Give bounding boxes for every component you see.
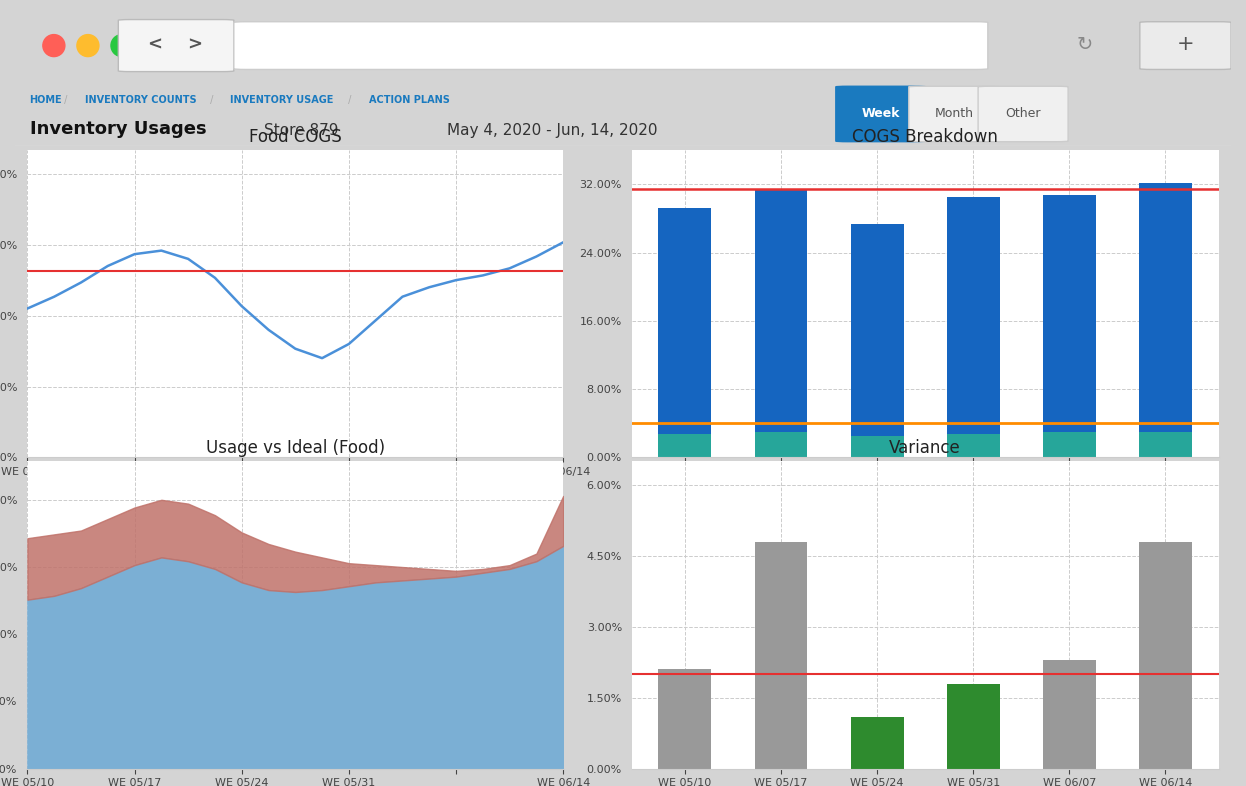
Text: <: < xyxy=(147,35,162,53)
Text: ACTION PLANS: ACTION PLANS xyxy=(369,94,450,105)
Text: INVENTORY COUNTS: INVENTORY COUNTS xyxy=(85,94,197,105)
Text: Inventory Usages: Inventory Usages xyxy=(30,120,206,138)
Text: HOME: HOME xyxy=(30,94,62,105)
Bar xyxy=(658,434,711,457)
Bar xyxy=(755,432,807,457)
Bar xyxy=(851,224,903,436)
Title: Variance: Variance xyxy=(890,439,961,457)
Bar xyxy=(851,717,903,769)
Text: May 4, 2020 - Jun, 14, 2020: May 4, 2020 - Jun, 14, 2020 xyxy=(446,123,657,138)
Ellipse shape xyxy=(77,35,98,57)
Text: /: / xyxy=(345,94,354,105)
Bar xyxy=(1043,660,1095,769)
Text: Month: Month xyxy=(934,108,973,120)
Title: Usage vs Ideal (Food): Usage vs Ideal (Food) xyxy=(206,439,385,457)
Bar xyxy=(658,670,711,769)
Text: INVENTORY USAGE: INVENTORY USAGE xyxy=(231,94,334,105)
Text: Other: Other xyxy=(1006,108,1040,120)
Bar xyxy=(947,197,999,434)
Ellipse shape xyxy=(42,35,65,57)
Title: COGS Breakdown: COGS Breakdown xyxy=(852,128,998,145)
FancyBboxPatch shape xyxy=(1140,22,1231,69)
Bar xyxy=(947,684,999,769)
Bar xyxy=(947,434,999,457)
Text: Week: Week xyxy=(861,108,900,120)
Bar xyxy=(1139,183,1192,432)
Bar xyxy=(1043,196,1095,432)
Text: /: / xyxy=(207,94,216,105)
Bar xyxy=(658,208,711,434)
Bar xyxy=(851,436,903,457)
FancyBboxPatch shape xyxy=(908,86,999,141)
FancyBboxPatch shape xyxy=(836,86,926,141)
Bar xyxy=(755,190,807,432)
Text: ↻: ↻ xyxy=(1077,35,1093,53)
Bar xyxy=(1139,542,1192,769)
Bar xyxy=(1139,432,1192,457)
Ellipse shape xyxy=(111,35,133,57)
FancyBboxPatch shape xyxy=(234,22,988,69)
FancyBboxPatch shape xyxy=(978,86,1068,141)
Title: Food COGS: Food COGS xyxy=(249,128,341,145)
Text: +: + xyxy=(1177,34,1195,54)
Text: Store 879: Store 879 xyxy=(264,123,339,138)
Text: /: / xyxy=(61,94,71,105)
Text: >: > xyxy=(187,35,202,53)
Bar xyxy=(755,542,807,769)
Bar xyxy=(1043,432,1095,457)
FancyBboxPatch shape xyxy=(118,20,234,72)
